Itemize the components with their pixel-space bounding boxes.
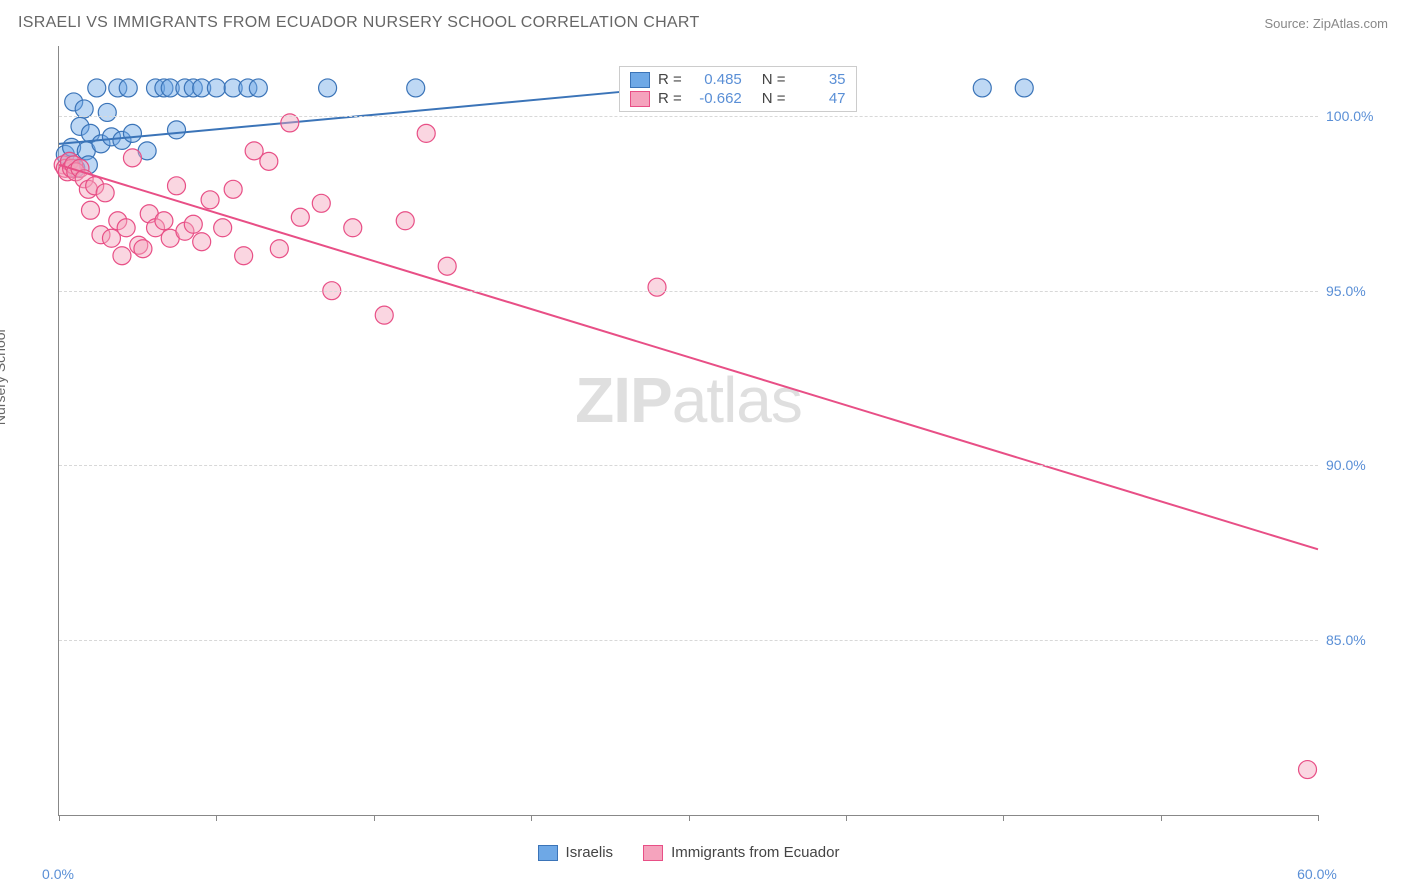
data-point (396, 212, 414, 230)
data-point (291, 208, 309, 226)
data-point (648, 278, 666, 296)
x-tick-label: 60.0% (1297, 866, 1337, 882)
legend-row-ecuador: R = -0.662 N = 47 (630, 90, 846, 107)
scatter-svg (59, 46, 1318, 815)
data-point (249, 79, 267, 97)
x-tick (1318, 815, 1319, 821)
series-legend: Israelis Immigrants from Ecuador (59, 844, 1318, 861)
gridline (59, 291, 1318, 292)
legend-label-israelis: Israelis (566, 844, 614, 861)
x-tick (59, 815, 60, 821)
legend-item-israelis: Israelis (538, 844, 614, 861)
data-point (235, 247, 253, 265)
data-point (1299, 761, 1317, 779)
chart-source: Source: ZipAtlas.com (1264, 16, 1388, 31)
data-point (270, 240, 288, 258)
n-value-ecuador: 47 (794, 90, 846, 107)
data-point (1015, 79, 1033, 97)
n-label: N = (762, 71, 786, 88)
gridline (59, 640, 1318, 641)
data-point (123, 124, 141, 142)
r-value-israelis: 0.485 (690, 71, 742, 88)
n-value-israelis: 35 (794, 71, 846, 88)
x-tick (216, 815, 217, 821)
x-tick (1003, 815, 1004, 821)
data-point (81, 201, 99, 219)
y-tick-label: 100.0% (1326, 108, 1386, 124)
data-point (312, 194, 330, 212)
trend-line (59, 91, 626, 143)
x-tick (531, 815, 532, 821)
data-point (438, 257, 456, 275)
data-point (168, 177, 186, 195)
r-label: R = (658, 71, 682, 88)
data-point (407, 79, 425, 97)
y-tick-label: 85.0% (1326, 632, 1386, 648)
chart-title: ISRAELI VS IMMIGRANTS FROM ECUADOR NURSE… (18, 14, 700, 32)
data-point (119, 79, 137, 97)
trend-line (59, 165, 1318, 550)
data-point (96, 184, 114, 202)
data-point (214, 219, 232, 237)
data-point (117, 219, 135, 237)
data-point (123, 149, 141, 167)
data-point (417, 124, 435, 142)
data-point (184, 215, 202, 233)
data-point (113, 247, 131, 265)
gridline (59, 465, 1318, 466)
n-label: N = (762, 90, 786, 107)
data-point (155, 212, 173, 230)
r-value-ecuador: -0.662 (690, 90, 742, 107)
data-point (260, 152, 278, 170)
swatch-israelis (538, 845, 558, 861)
plot-area: ZIPatlas R = 0.485 N = 35 R = -0.662 N =… (58, 46, 1318, 816)
chart-header: ISRAELI VS IMMIGRANTS FROM ECUADOR NURSE… (0, 0, 1406, 42)
data-point (224, 180, 242, 198)
legend-item-ecuador: Immigrants from Ecuador (643, 844, 839, 861)
x-tick (689, 815, 690, 821)
swatch-ecuador (630, 91, 650, 107)
y-tick-label: 90.0% (1326, 457, 1386, 473)
swatch-ecuador (643, 845, 663, 861)
data-point (134, 240, 152, 258)
legend-row-israelis: R = 0.485 N = 35 (630, 71, 846, 88)
x-tick (374, 815, 375, 821)
correlation-legend: R = 0.485 N = 35 R = -0.662 N = 47 (619, 66, 857, 112)
data-point (98, 103, 116, 121)
y-axis-label: Nursery School (0, 329, 8, 425)
data-point (344, 219, 362, 237)
swatch-israelis (630, 72, 650, 88)
legend-label-ecuador: Immigrants from Ecuador (671, 844, 839, 861)
x-tick (1161, 815, 1162, 821)
data-point (88, 79, 106, 97)
y-tick-label: 95.0% (1326, 283, 1386, 299)
data-point (973, 79, 991, 97)
x-tick (846, 815, 847, 821)
gridline (59, 116, 1318, 117)
data-point (207, 79, 225, 97)
data-point (201, 191, 219, 209)
x-tick-label: 0.0% (42, 866, 74, 882)
data-point (319, 79, 337, 97)
data-point (193, 233, 211, 251)
r-label: R = (658, 90, 682, 107)
chart-container: Nursery School ZIPatlas R = 0.485 N = 35… (18, 46, 1388, 836)
data-point (168, 121, 186, 139)
data-point (375, 306, 393, 324)
